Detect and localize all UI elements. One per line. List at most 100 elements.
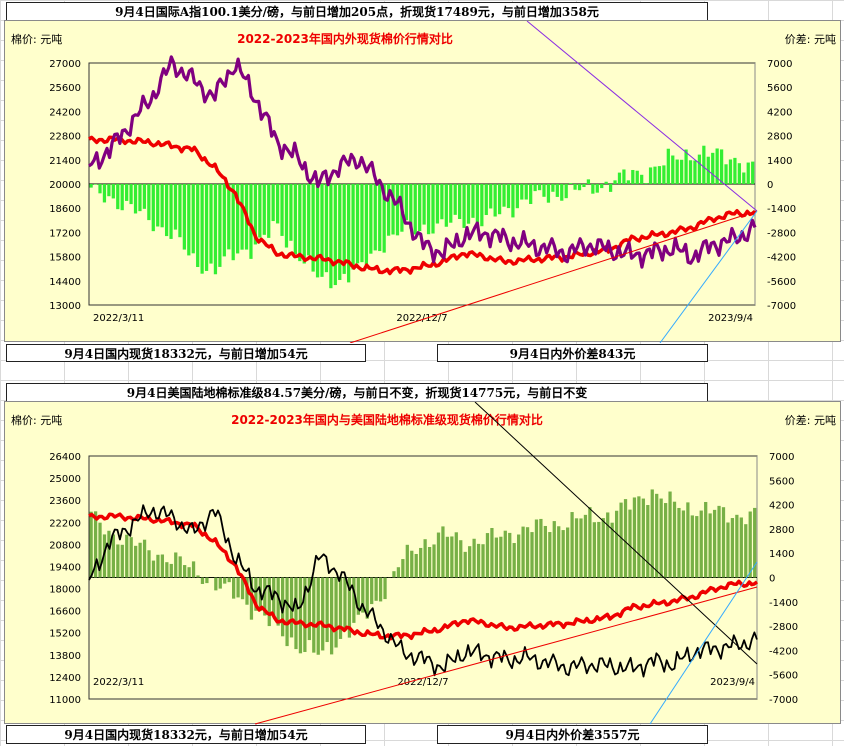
spread-bar [436,532,441,578]
spread-bar [668,491,672,578]
spread-bar [445,536,450,578]
spread-bar [561,530,565,578]
spread-bar [200,184,204,274]
spread-bar [289,184,293,241]
spread-bar [378,184,382,252]
right-tick-label: -1400 [767,204,796,215]
spread-bar [253,184,258,245]
spread-bar [650,489,654,578]
spread-bar [560,184,564,201]
left-tick-label: 25600 [49,83,81,94]
spread-bar [356,577,360,615]
spread-bar [533,184,537,192]
spread-bar [240,577,245,600]
spread-bar [351,184,355,270]
spread-bar [672,501,677,578]
spread-bar [267,577,271,627]
spread-bar [227,184,231,250]
x-tick-label: 2022/3/11 [93,677,144,688]
spread-bar [214,577,218,591]
spread-bar [111,184,115,199]
spread-bar [120,544,124,578]
spread-bar [626,180,630,184]
right-axis-label: 价差: 元吨 [785,32,836,46]
spread-bar [635,170,639,184]
spread-bar [435,184,440,224]
spread-bar [557,526,561,578]
right-tick-label: 4200 [769,501,794,512]
spread-bar [263,577,267,616]
domestic-price-line [88,135,757,276]
spread-bar [392,571,396,578]
spread-bar [120,184,124,211]
left-tick-label: 25000 [49,474,81,485]
spread-bar [174,552,178,578]
bottom-footer-right-caption: 9月4日内外价差3557元 [437,725,708,744]
domestic-price-line [88,512,759,641]
spread-bar [494,537,499,578]
spread-bar [537,184,542,191]
spread-bar [631,169,635,184]
spread-bar [355,184,360,264]
spread-bar [419,547,423,578]
spread-bar [232,577,236,599]
x-tick-label: 2022/12/7 [397,677,448,688]
spread-bar [566,527,570,578]
spread-bar [475,184,480,225]
chart-title: 2022-2023年国内与美国陆地棉标准级现货棉价行情对比 [231,412,543,427]
spread-bar [726,522,730,578]
spread-bar [365,577,369,619]
spread-bar [632,497,637,578]
left-tick-label: 15200 [49,629,81,640]
spread-bar [432,544,436,578]
spread-bar [604,181,608,184]
spread-bars [89,489,757,655]
spread-bar [733,157,737,184]
spread-bar [570,512,574,578]
spread-bar [133,184,138,214]
spread-bar [490,527,494,578]
spread-bar [724,164,728,184]
spread-bar [320,184,324,277]
spread-bar [378,577,383,602]
spread-bar [737,163,741,184]
spread-bar [182,184,186,250]
spread-bar [89,184,93,188]
spread-bar [480,184,484,227]
spread-bar [418,184,422,232]
spread-bar [315,184,320,278]
spread-bar [551,184,555,192]
spread-bar [361,577,365,613]
spread-bar [503,530,507,578]
spread-bar [151,560,156,578]
right-tick-label: -5600 [769,671,798,682]
annotation-line [659,210,758,344]
spread-bar [391,184,395,235]
spread-bar [267,184,271,238]
spread-bar [648,167,653,184]
right-tick-label: -1400 [769,598,798,609]
spread-bar [142,539,147,578]
spread-bar [735,514,739,578]
chart-1: 2022-2023年国内外现货棉价行情对比 棉价: 元吨 价差: 元吨 27000 25… [11,20,836,344]
spread-bar [205,577,209,584]
spread-bar [655,493,659,578]
foreign-price-line [88,504,758,678]
spread-bar [298,184,302,262]
spread-bar [334,577,338,648]
spread-bar [440,184,444,220]
spread-bar [569,183,573,184]
spread-bar [396,567,401,578]
spread-bar [370,577,374,605]
bottom-footer-left-caption: 9月4日国内现货18332元，与前日增加54元 [6,725,366,744]
spread-bar [218,577,222,589]
spread-bar [646,505,650,578]
spread-bar [324,184,329,273]
spread-bar [231,184,235,261]
spread-bar [555,184,559,197]
right-tick-label: 4200 [767,107,792,118]
spread-bar [711,152,715,184]
spread-bar [289,577,294,638]
left-tick-label: 18600 [49,204,81,215]
annotation-line [649,561,758,725]
